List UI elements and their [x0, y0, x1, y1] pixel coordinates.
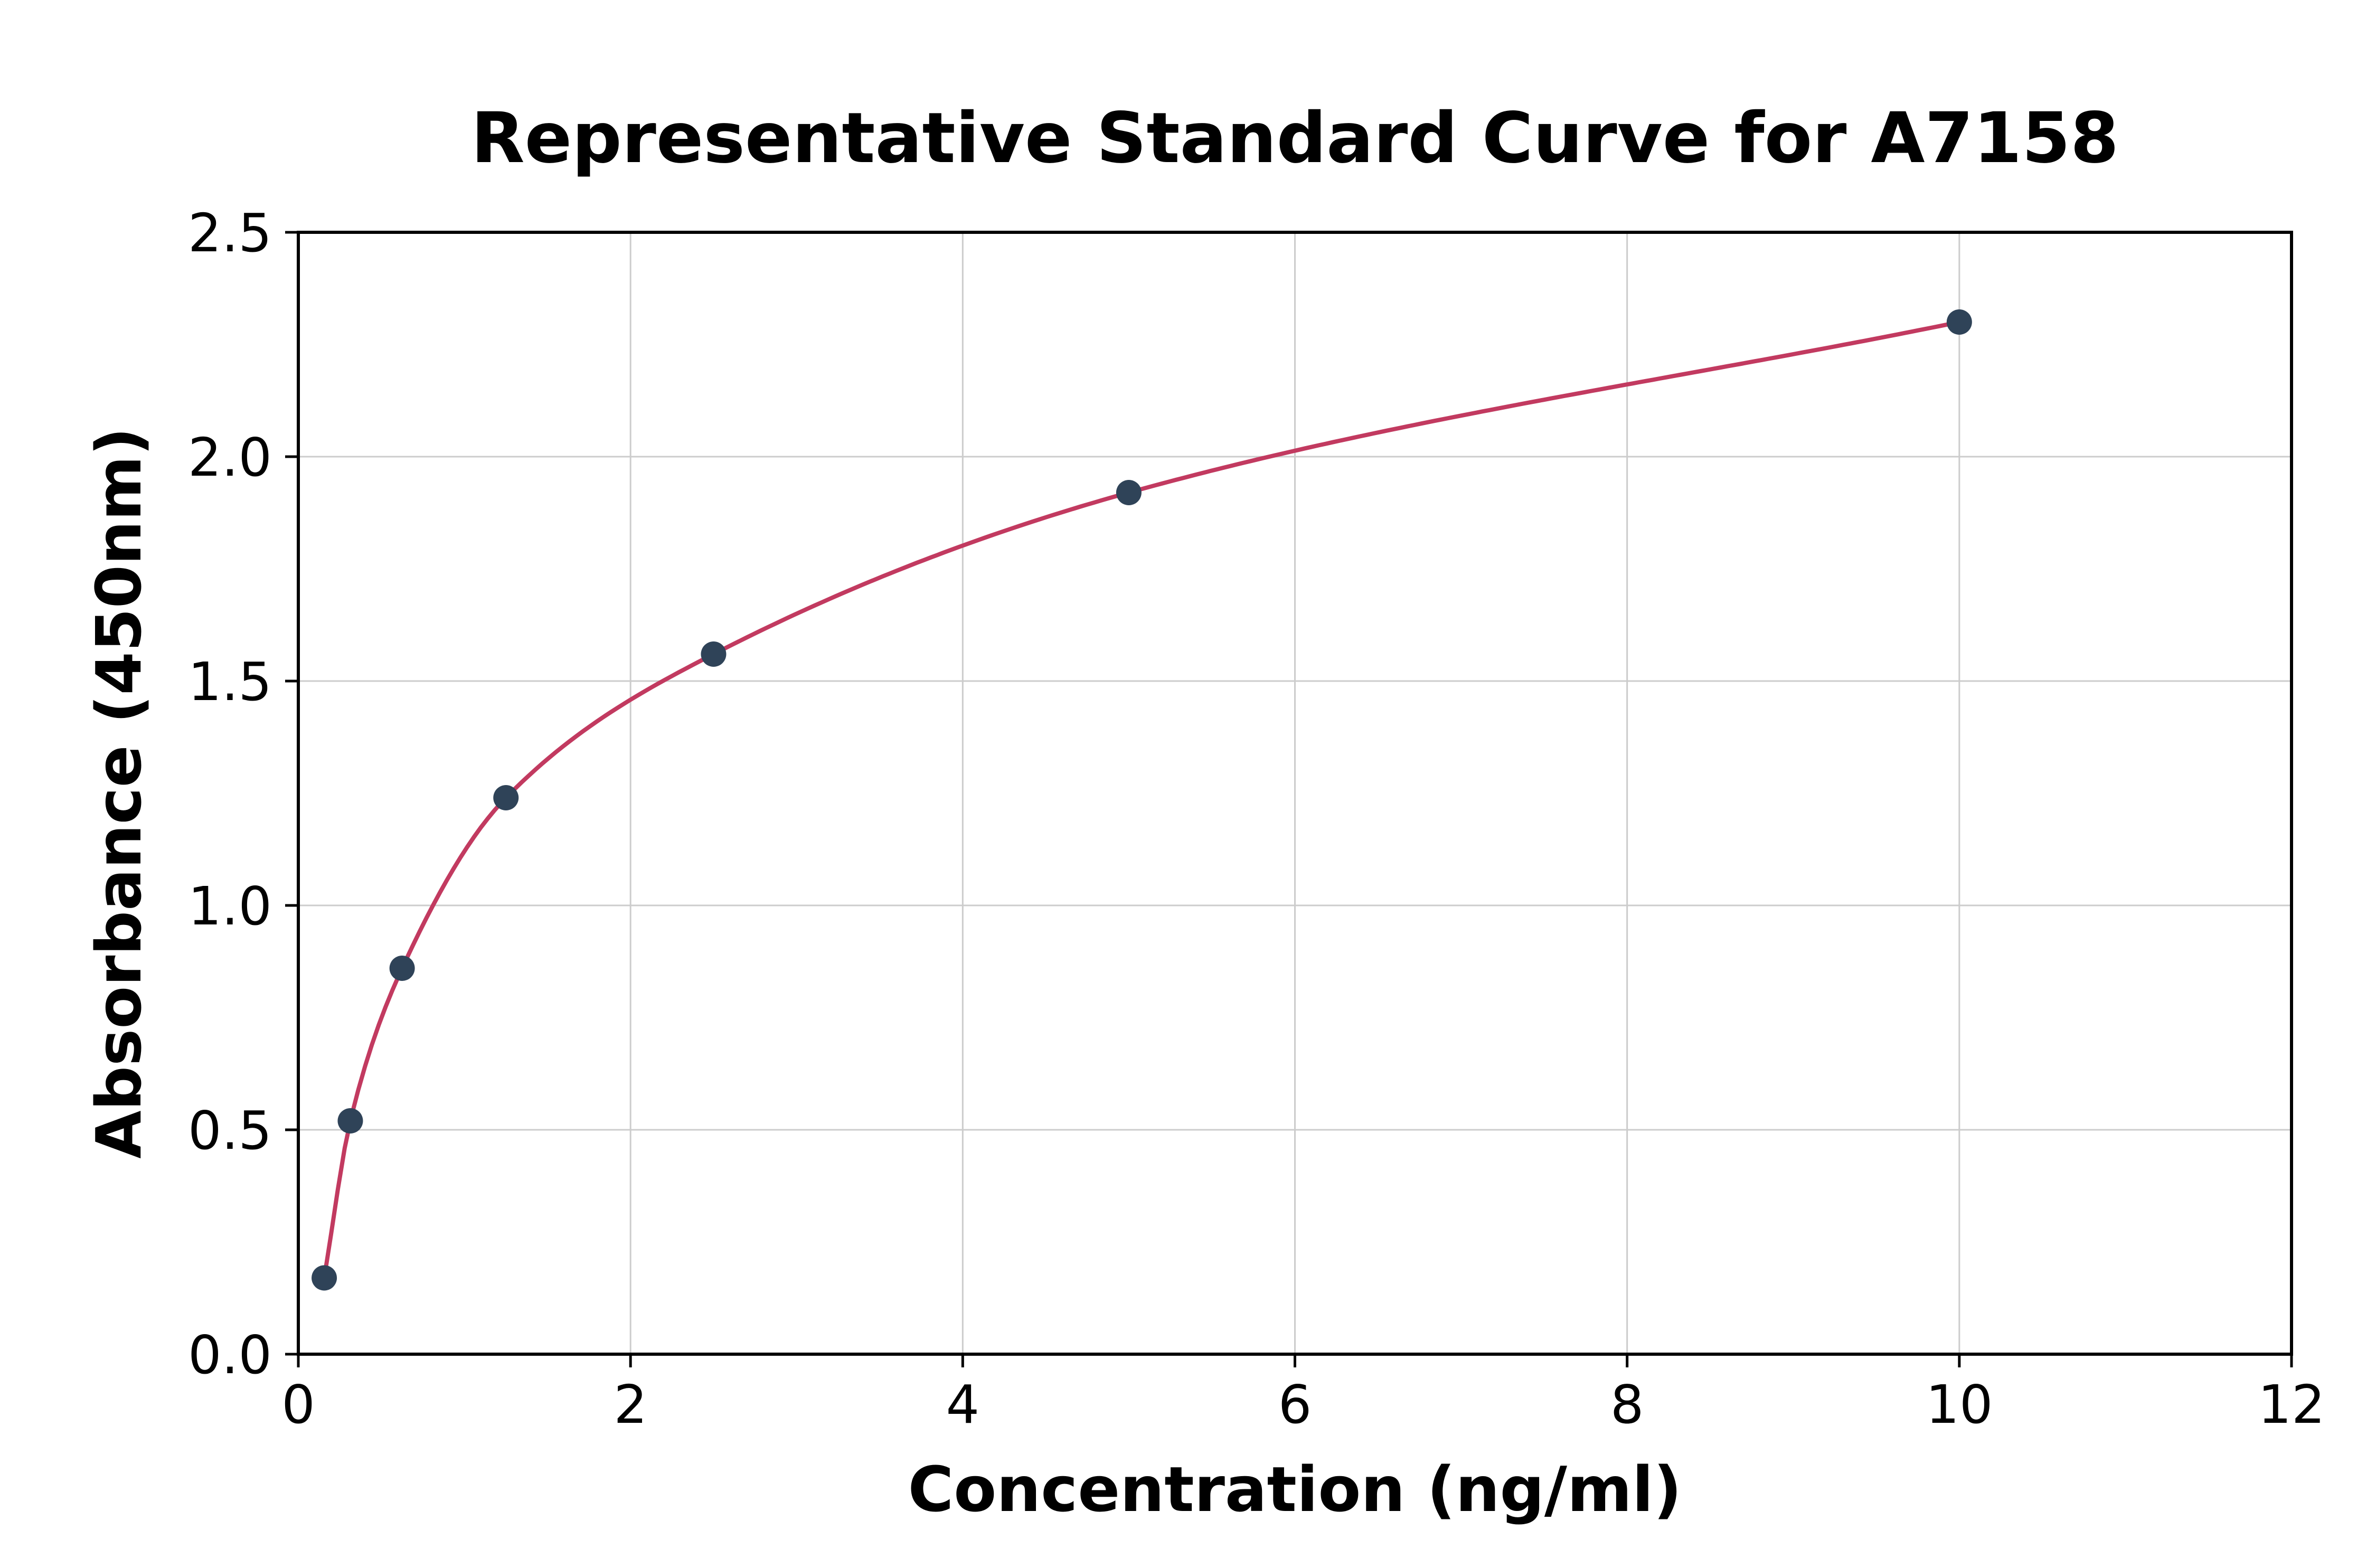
- y-tick-label: 1.5: [188, 651, 272, 713]
- data-point: [493, 785, 519, 810]
- x-tick-label: 6: [1278, 1374, 1312, 1435]
- data-point: [389, 956, 415, 981]
- x-tick-label: 0: [281, 1374, 315, 1435]
- x-tick-label: 4: [946, 1374, 980, 1435]
- fit-curve: [322, 320, 1962, 1280]
- data-point: [337, 1108, 363, 1134]
- data-point: [312, 1265, 337, 1291]
- y-tick-label: 2.0: [188, 427, 272, 488]
- plot-border: [297, 231, 2293, 1356]
- data-point: [1946, 309, 1972, 335]
- x-tick-label: 2: [614, 1374, 647, 1435]
- y-tick-label: 0.5: [188, 1100, 272, 1161]
- data-point: [701, 641, 727, 667]
- x-axis-label: Concentration (ng/ml): [908, 1453, 1682, 1526]
- x-tick-label: 12: [2258, 1374, 2325, 1435]
- y-tick-label: 1.0: [188, 875, 272, 937]
- data-point: [1116, 480, 1142, 505]
- y-tick-label: 2.5: [188, 202, 272, 264]
- x-tick-label: 8: [1610, 1374, 1644, 1435]
- y-tick-label: 0.0: [188, 1324, 272, 1386]
- chart-title: Representative Standard Curve for A7158: [471, 98, 2119, 179]
- x-tick-label: 10: [1926, 1374, 1993, 1435]
